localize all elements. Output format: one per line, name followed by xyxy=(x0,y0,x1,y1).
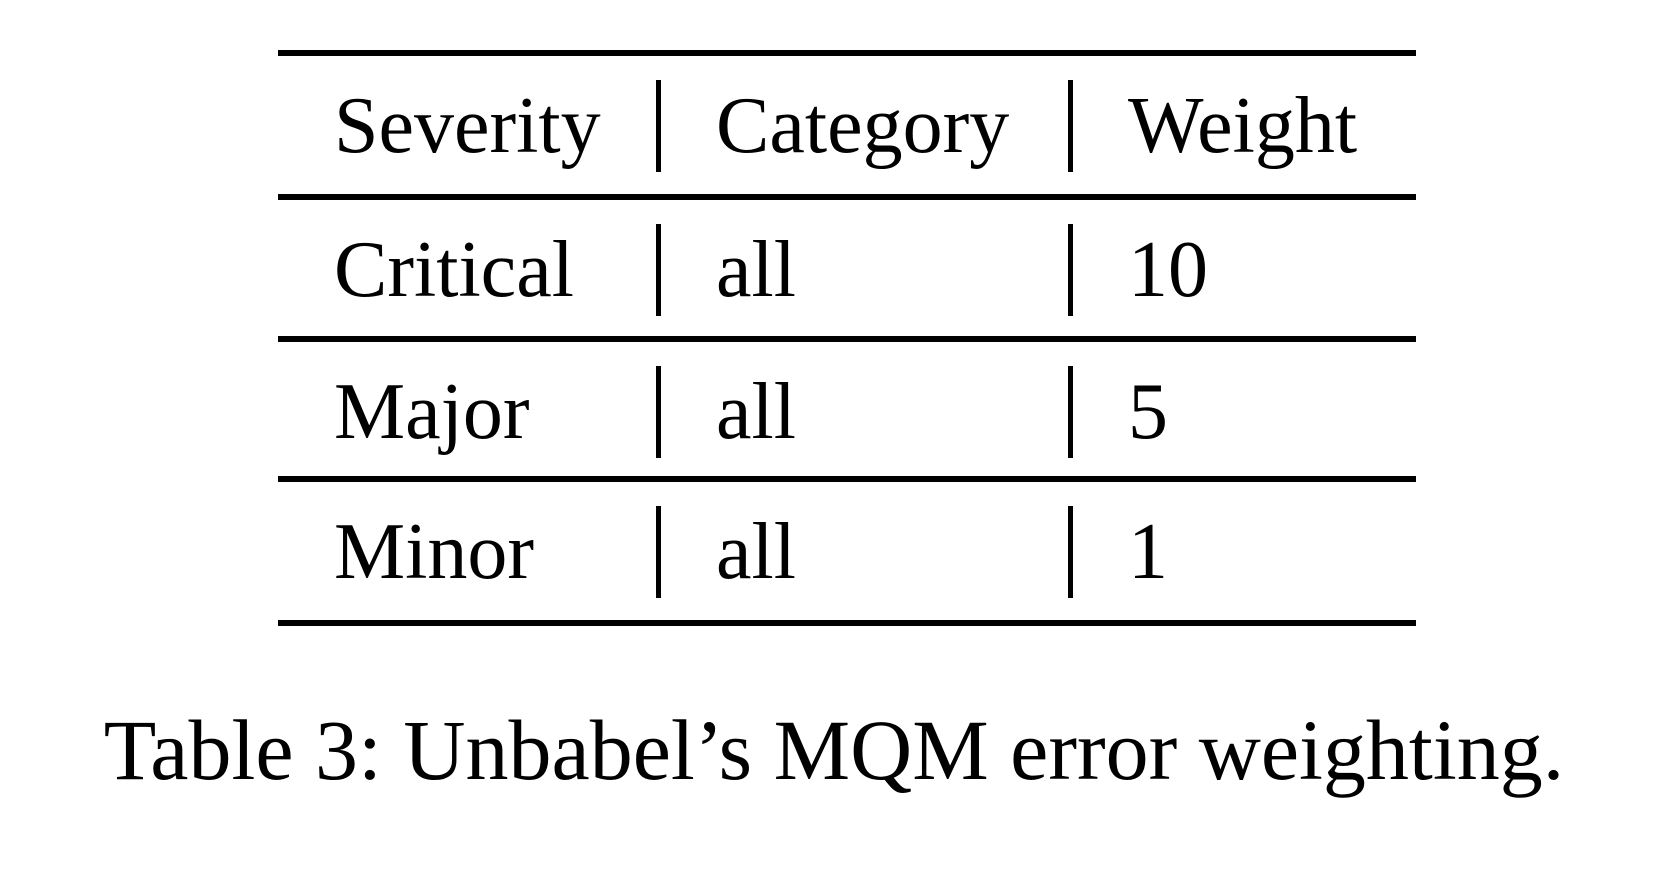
bottom-rule xyxy=(278,620,1416,626)
row-rule xyxy=(278,336,1416,342)
category-cell: all xyxy=(716,368,796,456)
table-row: Critical all 10 xyxy=(278,200,1416,340)
top-rule xyxy=(278,50,1416,56)
column-separator xyxy=(1068,366,1073,458)
row-rule xyxy=(278,476,1416,482)
weight-cell: 5 xyxy=(1128,368,1168,456)
table-caption: Table 3: Unbabel’s MQM error weighting. xyxy=(103,702,1565,798)
severity-cell: Critical xyxy=(334,226,574,314)
weight-cell: 1 xyxy=(1128,508,1168,596)
column-separator xyxy=(1068,506,1073,598)
column-separator xyxy=(1068,80,1073,172)
header-severity: Severity xyxy=(334,82,601,170)
table-row: Major all 5 xyxy=(278,342,1416,482)
header-rule xyxy=(278,194,1416,200)
column-separator xyxy=(1068,224,1073,316)
severity-cell: Major xyxy=(334,368,530,456)
header-category: Category xyxy=(716,82,1010,170)
category-cell: all xyxy=(716,226,796,314)
category-cell: all xyxy=(716,508,796,596)
table-row: Minor all 1 xyxy=(278,482,1416,622)
weight-cell: 10 xyxy=(1128,226,1208,314)
column-separator xyxy=(656,224,661,316)
header-weight: Weight xyxy=(1128,82,1358,170)
column-separator xyxy=(656,80,661,172)
severity-cell: Minor xyxy=(334,508,534,596)
column-separator xyxy=(656,366,661,458)
header-row: Severity Category Weight xyxy=(278,56,1416,196)
column-separator xyxy=(656,506,661,598)
